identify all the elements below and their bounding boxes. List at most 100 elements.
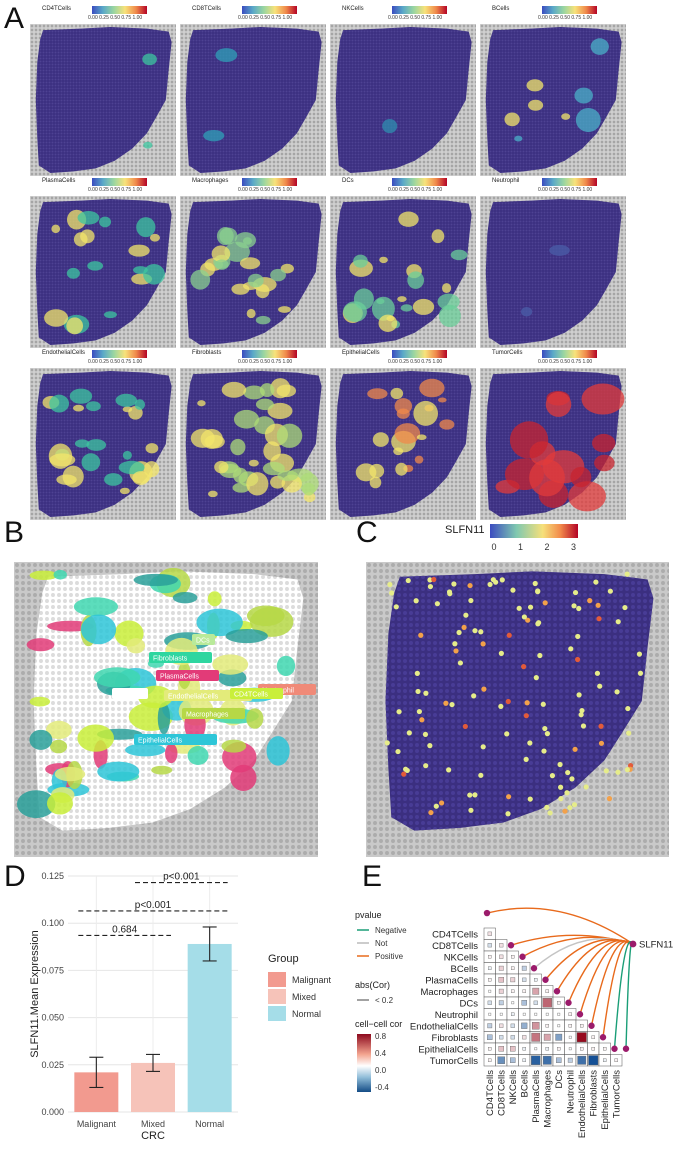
cell-density-blob: [437, 293, 460, 310]
corr-square: [487, 1023, 493, 1029]
cell-density-blob: [397, 296, 407, 303]
cell-density-blob: [400, 304, 413, 312]
celltype-label: Macrophages: [182, 708, 245, 719]
map-tissue: [30, 196, 176, 348]
legend-swatch: [268, 972, 286, 987]
map-colorbar: [542, 178, 597, 186]
cell-density-blob: [66, 267, 80, 279]
cell-density-blob: [526, 79, 544, 92]
cell-density-blob: [575, 107, 601, 133]
corr-square: [521, 1000, 527, 1006]
y-axis-title: SLFN11.Mean Expression: [29, 930, 41, 1058]
corr-square: [568, 1024, 572, 1028]
corr-square: [488, 966, 492, 970]
cell-density-blob: [262, 461, 285, 476]
cell-density-blob: [247, 273, 264, 288]
tissue-spots: [485, 199, 622, 345]
cell-density-blob: [103, 311, 117, 319]
slfn11-expression-spot: [624, 767, 630, 773]
slfn11-expression-spot: [434, 601, 440, 607]
y-tick-label: 0.000: [41, 1107, 64, 1117]
slfn11-expression-spot: [525, 617, 531, 623]
slfn11-expression-spot: [607, 588, 613, 594]
row-label: PlasmaCells: [425, 975, 478, 986]
map-tissue: [480, 196, 626, 348]
corr-square: [555, 1033, 563, 1041]
panel-c-slfn11-map: [366, 562, 669, 857]
slfn11-expression-spot: [532, 580, 538, 587]
celltype-region: [165, 743, 178, 764]
slfn11-expression-spot: [452, 641, 458, 647]
cell-density-blob: [379, 256, 388, 264]
slfn11-expression-spot: [393, 604, 399, 610]
slfn11-expression-spot: [468, 807, 474, 813]
slfn11-expression-spot: [468, 597, 474, 604]
x-tick-label: Mixed: [141, 1119, 165, 1129]
corr-square: [499, 954, 504, 959]
corr-square: [488, 989, 492, 993]
slfn11-colorbar-gradient: [490, 524, 578, 538]
slfn11-expression-spot: [606, 796, 613, 802]
cell-density-blob: [407, 271, 425, 289]
tissue-spots: [35, 199, 172, 345]
cell-density-blob: [246, 472, 269, 496]
slfn11-expression-spot: [557, 761, 563, 768]
slfn11-expression-spot: [626, 730, 632, 736]
slfn11-expression-spot: [396, 709, 402, 715]
map-title: Fibroblasts: [192, 350, 222, 356]
cell-density-blob: [414, 455, 424, 464]
map-title: Macrophages: [192, 178, 229, 184]
celltype-region: [246, 708, 264, 729]
cell-density-blob: [441, 283, 452, 294]
corr-square: [545, 1047, 549, 1051]
slfn11-expression-spot: [523, 713, 529, 719]
slfn11-expression-spot: [540, 701, 546, 707]
slfn11-expression-spot: [544, 804, 550, 810]
pvalue-legend-label: Negative: [375, 926, 407, 935]
cell-density-blob: [231, 283, 250, 295]
map-title: BCells: [492, 6, 510, 12]
celltype-region: [54, 766, 86, 782]
cell-density-blob: [581, 383, 625, 415]
corr-square: [545, 1024, 549, 1028]
col-label: Neutrophil: [565, 1070, 576, 1113]
cell-density-blob: [367, 388, 388, 400]
cell-density-blob: [73, 232, 88, 247]
panel-letter-e: E: [362, 860, 383, 893]
slfn11-expression-spot: [544, 731, 550, 737]
cell-density-blob: [390, 387, 404, 400]
corr-square: [487, 931, 492, 936]
corr-square: [488, 1047, 492, 1051]
slfn11-expression-spot: [414, 670, 420, 676]
cell-density-blob: [215, 48, 238, 63]
slfn11-expression-spot: [533, 675, 539, 681]
cell-density-blob: [255, 315, 271, 325]
row-label: NKCells: [444, 952, 479, 963]
cell-density-blob: [594, 454, 615, 472]
cell-density-blob: [529, 459, 565, 497]
corr-square: [499, 1012, 503, 1016]
slfn11-expression-spot: [457, 660, 463, 666]
map-tissue: [30, 24, 176, 176]
celltype-label: PlasmaCells: [156, 670, 219, 681]
corr-square: [488, 1012, 492, 1016]
slfn11-expression-spot: [558, 784, 564, 790]
corr-square: [510, 1057, 516, 1063]
cell-density-blob: [277, 470, 299, 481]
map-colorbar: [542, 350, 597, 358]
corr-square: [487, 943, 492, 948]
celltype-region: [125, 743, 166, 757]
panel-letter-d: D: [4, 860, 26, 893]
slfn11-expression-spot: [614, 689, 620, 695]
y-tick-label: 0.125: [41, 871, 64, 881]
map-colorbar-ticks: 0.00 0.25 0.50 0.75 1.00: [88, 15, 143, 21]
slfn11-expression-spot: [583, 784, 589, 790]
x-tick-label: Malignant: [77, 1119, 117, 1129]
cell-density-blob: [267, 402, 293, 420]
cell-density-blob: [233, 409, 260, 429]
slfn11-expression-spot: [598, 723, 604, 729]
cell-density-blob: [86, 401, 101, 412]
edge-endpoint: [576, 1011, 584, 1018]
slfn11-legend-title: SLFN11: [445, 524, 485, 536]
celltype-label: Fibroblasts: [149, 652, 212, 663]
